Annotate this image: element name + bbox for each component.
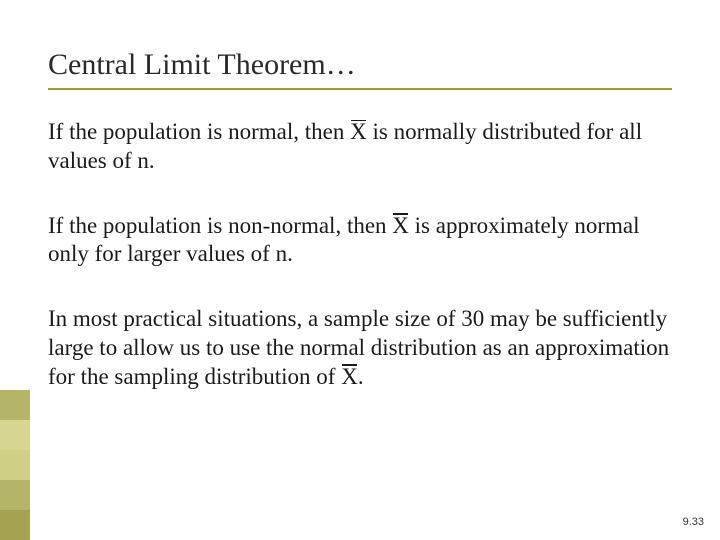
sidebar-square <box>0 480 30 510</box>
para1-text-a: If the population is normal, then <box>48 119 350 144</box>
title-block: Central Limit Theorem… <box>48 48 672 90</box>
para3-text-b: . <box>358 364 364 389</box>
paragraph-1: If the population is normal, then X is n… <box>48 118 672 176</box>
slide-title: Central Limit Theorem… <box>48 48 672 88</box>
body-content: If the population is normal, then X is n… <box>48 118 672 391</box>
slide: Central Limit Theorem… If the population… <box>0 0 720 540</box>
x-bar-symbol: X <box>392 212 409 241</box>
decorative-sidebar <box>0 350 30 540</box>
paragraph-3: In most practical situations, a sample s… <box>48 305 672 391</box>
page-number: 9.33 <box>683 516 704 528</box>
sidebar-square <box>0 450 30 480</box>
para2-text-a: If the population is non-normal, then <box>48 213 392 238</box>
x-bar-symbol: X <box>341 363 358 392</box>
title-underline <box>48 88 672 90</box>
x-bar-symbol: X <box>350 118 367 147</box>
sidebar-square <box>0 510 30 540</box>
sidebar-square <box>0 420 30 450</box>
sidebar-square <box>0 390 30 420</box>
paragraph-2: If the population is non-normal, then X … <box>48 212 672 270</box>
